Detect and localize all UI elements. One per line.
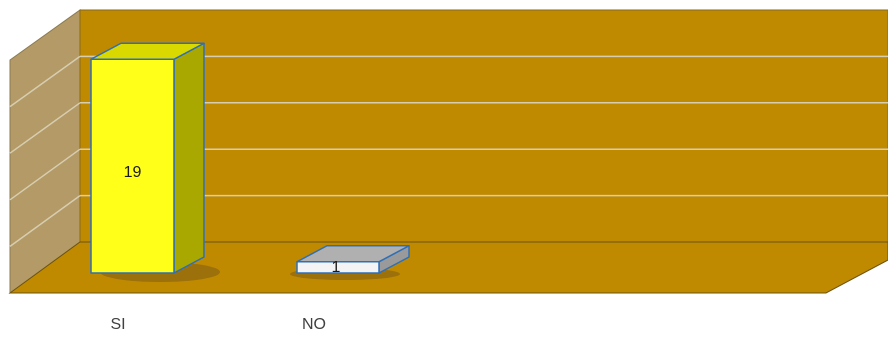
bar-no bbox=[296, 245, 410, 274]
bar-no-front-face bbox=[296, 261, 380, 274]
data-label-no: 1 bbox=[332, 259, 341, 276]
gridline-side-3 bbox=[9, 148, 81, 201]
category-label-no: NO bbox=[302, 316, 326, 333]
gridline-side-1 bbox=[9, 55, 81, 108]
data-label-si: 19 bbox=[124, 164, 142, 181]
bar-si-front-face bbox=[90, 58, 175, 274]
bar-si bbox=[90, 42, 205, 274]
bar-si-side-face bbox=[173, 42, 205, 274]
chart-floor bbox=[8, 241, 888, 294]
gridline-side-4 bbox=[9, 194, 81, 248]
chart-back-wall bbox=[79, 9, 888, 243]
gridlines bbox=[9, 55, 888, 248]
category-label-si: SI bbox=[110, 316, 125, 333]
gridline-side-2 bbox=[9, 102, 81, 154]
